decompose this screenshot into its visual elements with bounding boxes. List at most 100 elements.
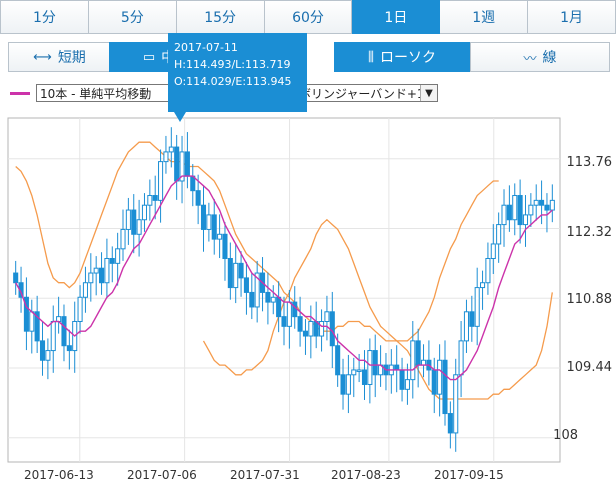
short-term-button[interactable]: ⟷ 短期 [8, 42, 111, 72]
tab-timeframe[interactable]: 15分 [176, 0, 265, 34]
candle-body [50, 320, 56, 352]
candle-body [501, 204, 507, 226]
candle-body [292, 301, 298, 318]
candle-body [184, 151, 190, 177]
candle-body [211, 214, 217, 240]
tab-timeframe[interactable]: 1週 [440, 0, 529, 34]
candle-body [410, 340, 416, 381]
candle-body [233, 262, 239, 289]
candle-body [496, 224, 502, 245]
candle-tooltip: 2017-07-11 H:114.493/L:113.719 O:114.029… [168, 33, 307, 112]
candle-body [324, 311, 330, 322]
candle-body [77, 296, 83, 322]
candle-body [372, 350, 378, 376]
tooltip-pointer [174, 112, 186, 122]
ma-legend-swatch [10, 92, 30, 95]
candle-body [158, 161, 164, 201]
candle-body [399, 369, 405, 390]
candle-body [512, 195, 518, 221]
candle-body [335, 345, 341, 376]
candle-body [544, 204, 550, 211]
candle-body [265, 291, 271, 303]
candle-body [340, 374, 346, 395]
candle-body [168, 146, 174, 153]
tab-timeframe[interactable]: 1日 [352, 0, 441, 34]
band-select[interactable]: ボリンジャーバンド+1 ▼ [295, 84, 438, 102]
candle-body [276, 296, 282, 318]
candle-body [104, 258, 110, 284]
candle-body [174, 146, 180, 182]
line-chart-icon: 〰 [523, 51, 537, 67]
tooltip-date: 2017-07-11 [174, 41, 238, 54]
candle-body [297, 316, 303, 332]
candle-body [88, 272, 94, 284]
candle-label: ローソク [379, 50, 436, 66]
candle-body [200, 204, 207, 230]
candle-body [109, 258, 115, 264]
candle-body [141, 204, 148, 221]
candle-body [420, 359, 427, 366]
candle-body [56, 316, 62, 322]
candle-body [115, 248, 121, 264]
candle-body [539, 199, 545, 206]
x-tick-label: 2017-09-15 [434, 468, 504, 482]
candle-body [404, 379, 410, 390]
candle-body [238, 262, 244, 279]
candle-body [29, 311, 35, 332]
tab-timeframe[interactable]: 1分 [0, 0, 89, 34]
candle-body [120, 228, 126, 250]
x-tick-label: 2017-06-13 [24, 468, 94, 482]
moving-average-line [15, 175, 553, 381]
candle-body [533, 199, 539, 206]
candle-button[interactable]: ⫼ ローソク [334, 42, 470, 72]
lower-band-line [202, 218, 553, 400]
candle-body [39, 340, 46, 361]
tab-timeframe[interactable]: 5分 [88, 0, 177, 34]
candle-body [329, 311, 335, 347]
candle-body [227, 258, 233, 289]
tab-timeframe[interactable]: 60分 [264, 0, 353, 34]
indicator-select[interactable]: 10本 - 単純平均移動 [36, 84, 206, 102]
y-tick-label: 112.32 [566, 225, 613, 240]
candle-body [93, 267, 99, 274]
candle-body [34, 311, 40, 342]
candle-body [206, 214, 212, 230]
candle-body [308, 320, 314, 337]
band-select-value: ボリンジャーバンド+1 [299, 86, 425, 101]
y-tick-label: 109.44 [566, 360, 613, 375]
indicator-select-value: 10本 - 単純平均移動 [40, 86, 152, 101]
candlestick-icon: ⫼ [368, 49, 374, 65]
chevron-down-icon: ▼ [420, 85, 437, 101]
line-button[interactable]: 〰 線 [470, 42, 610, 72]
candle-body [437, 359, 443, 395]
candle-body [66, 345, 72, 352]
candle-body [480, 282, 486, 289]
candle-body [195, 190, 201, 206]
candle-body [506, 204, 512, 221]
candle-body [356, 369, 362, 372]
candle-body [163, 151, 169, 163]
candle-body [179, 151, 185, 182]
candle-body [319, 320, 325, 337]
expand-horizontal-icon: ⟷ [33, 49, 52, 65]
candle-body [61, 316, 67, 347]
candle-body [302, 330, 309, 337]
candle-body [367, 350, 373, 385]
candle-body [415, 340, 421, 366]
candle-body [23, 296, 29, 332]
candle-body [431, 369, 437, 395]
candle-body [474, 287, 480, 327]
candle-body [549, 199, 555, 211]
candle-body [222, 233, 228, 260]
x-tick-label: 2017-07-06 [127, 468, 197, 482]
timeframe-tabs: 1分 5分 15分 60分 1日 1週 1月 [0, 0, 616, 34]
candle-body [345, 374, 351, 395]
y-tick-label: 113.76 [566, 155, 613, 170]
line-label: 線 [542, 50, 557, 66]
short-term-label: 短期 [57, 50, 86, 66]
candle-body [351, 369, 357, 376]
candle-body [281, 316, 287, 327]
candle-body [463, 311, 469, 342]
x-tick-label: 2017-07-31 [230, 468, 300, 482]
